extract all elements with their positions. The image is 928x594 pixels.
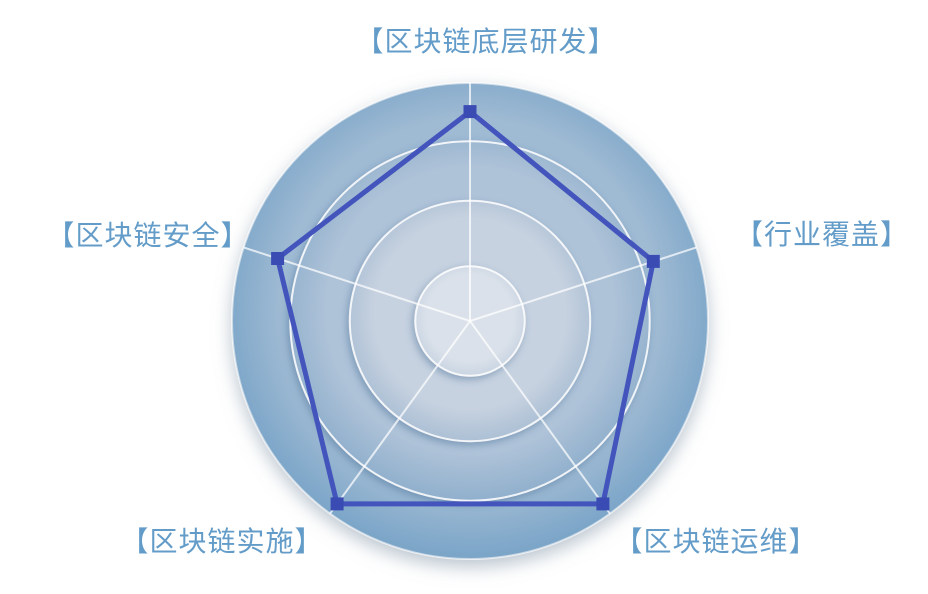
- axis-label-industry-coverage: 【行业覆盖】: [734, 219, 910, 250]
- radar-data-marker: [463, 105, 477, 119]
- axis-label-security: 【区块链安全】: [46, 220, 250, 251]
- radar-data-marker: [330, 497, 344, 511]
- axis-label-core-dev: 【区块链底层研发】: [355, 26, 617, 57]
- radar-data-marker: [596, 497, 610, 511]
- radar-series-polygon: [275, 109, 656, 507]
- axis-label-operations: 【区块链运维】: [614, 526, 818, 557]
- axis-label-implementation: 【区块链实施】: [120, 526, 324, 557]
- radar-axis-spoke: [329, 320, 471, 515]
- radar-axis-spoke: [469, 320, 611, 515]
- radar-data-marker: [271, 252, 285, 265]
- radar-data-marker: [646, 254, 660, 268]
